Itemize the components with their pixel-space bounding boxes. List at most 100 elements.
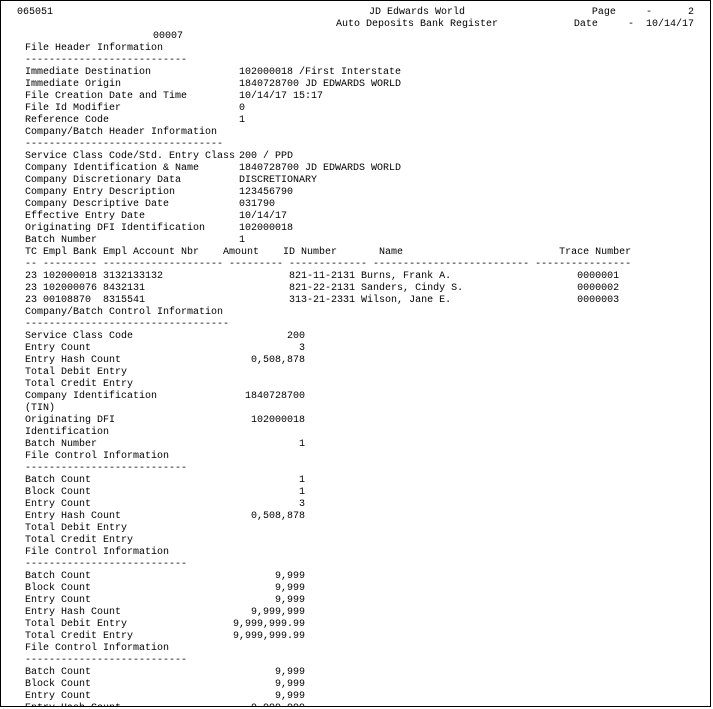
divider: --------------------------- xyxy=(17,655,694,667)
column-divider: -- --------- -------------------- ------… xyxy=(17,259,694,271)
scc-value: 200 / PPD xyxy=(239,151,694,163)
entry-count-value: 3 xyxy=(185,499,305,511)
report-id: 065051 xyxy=(17,7,277,19)
report-page: 065051 JD Edwards World Page - 2 Auto De… xyxy=(0,0,711,707)
section-company-header: Company/Batch Header Information xyxy=(17,127,694,139)
entry-count-label: Entry Count xyxy=(25,595,185,607)
batch-count-label: Batch Count xyxy=(25,571,185,583)
page-info: Page - 2 xyxy=(557,7,694,19)
batch-count-label: Batch Count xyxy=(25,475,185,487)
cotin-label: Company Identification (TIN) xyxy=(25,391,185,415)
tde-label: Total Debit Entry xyxy=(25,619,185,631)
entry-count-value: 9,999 xyxy=(185,691,305,703)
entry-hash-value: 9,999,999 xyxy=(185,703,305,707)
file-id-mod-value: 0 xyxy=(239,103,694,115)
imm-orig-value: 1840728700 JD EDWARDS WORLD xyxy=(239,79,694,91)
entry-count-label: Entry Count xyxy=(25,343,185,355)
eedate-value: 10/14/17 xyxy=(239,211,694,223)
block-count-label: Block Count xyxy=(25,487,185,499)
odfi2-value: 102000018 xyxy=(185,415,305,439)
ref-code-label: Reference Code xyxy=(25,115,239,127)
entry-hash-label: Entry Hash Count xyxy=(25,607,185,619)
cdate-label: Company Descriptive Date xyxy=(25,199,239,211)
entry-hash-label: Entry Hash Count xyxy=(25,703,185,707)
section-file-control: File Control Information xyxy=(17,547,694,559)
cotin-value: 1840728700 xyxy=(185,391,305,415)
tce-value xyxy=(185,379,305,391)
divider: --------------------------- xyxy=(17,559,694,571)
date-sep: - xyxy=(628,19,634,30)
entry-count-value: 3 xyxy=(185,343,305,355)
entry-hash-label: Entry Hash Count xyxy=(25,355,185,367)
data-row: 23 102000018 3132133132 821-11-2131 Burn… xyxy=(17,271,694,283)
ref-code-value: 1 xyxy=(239,115,694,127)
tde-value: 9,999,999.99 xyxy=(185,619,305,631)
batch-count-value: 9,999 xyxy=(185,571,305,583)
block-count-value: 9,999 xyxy=(185,679,305,691)
column-header: TC Empl Bank Empl Account Nbr Amount ID … xyxy=(17,247,694,259)
tde-label: Total Debit Entry xyxy=(25,367,185,379)
imm-dest-value: 102000018 /First Interstate xyxy=(239,67,694,79)
report-header: 065051 JD Edwards World Page - 2 xyxy=(17,7,694,19)
odi-label: Originating DFI Identification xyxy=(25,223,239,235)
batchno-value: 1 xyxy=(239,235,694,247)
page-sep: - xyxy=(646,7,652,18)
file-creation-value: 10/14/17 15:17 xyxy=(239,91,694,103)
report-header-2: Auto Deposits Bank Register Date - 10/14… xyxy=(17,19,694,31)
block-count-value: 1 xyxy=(185,487,305,499)
section-file-control: File Control Information xyxy=(17,451,694,463)
block-count-value: 9,999 xyxy=(185,583,305,595)
company-code: 00007 xyxy=(17,31,694,43)
divider: ---------------------------------- xyxy=(17,319,694,331)
batch-count-value: 1 xyxy=(185,475,305,487)
page-label: Page xyxy=(592,7,616,18)
tce-value xyxy=(185,535,305,547)
imm-dest-label: Immediate Destination xyxy=(25,67,239,79)
odi-value: 102000018 xyxy=(239,223,694,235)
block-count-label: Block Count xyxy=(25,583,185,595)
bn2-label: Batch Number xyxy=(25,439,185,451)
eedate-label: Effective Entry Date xyxy=(25,211,239,223)
section-file-header: File Header Information xyxy=(17,43,694,55)
tce-label: Total Credit Entry xyxy=(25,379,185,391)
tde-label: Total Debit Entry xyxy=(25,523,185,535)
section-company-control: Company/Batch Control Information xyxy=(17,307,694,319)
divider: --------------------------------- xyxy=(17,139,694,151)
file-id-mod-label: File Id Modifier xyxy=(25,103,239,115)
tde-value xyxy=(185,367,305,379)
odfi2-label: Originating DFI Identification xyxy=(25,415,185,439)
imm-orig-label: Immediate Origin xyxy=(25,79,239,91)
data-row: 23 102000076 8432131 821-22-2131 Sanders… xyxy=(17,283,694,295)
divider: --------------------------- xyxy=(17,463,694,475)
page-number: 2 xyxy=(688,7,694,18)
entry-hash-value: 0,508,878 xyxy=(185,355,305,367)
ced-label: Company Entry Description xyxy=(25,187,239,199)
tce-label: Total Credit Entry xyxy=(25,631,185,643)
scc-label: Service Class Code/Std. Entry Class xyxy=(25,151,239,163)
date-info: Date - 10/14/17 xyxy=(557,19,694,31)
section-file-control: File Control Information xyxy=(17,643,694,655)
tce-value: 9,999,999.99 xyxy=(185,631,305,643)
batchno-label: Batch Number xyxy=(25,235,239,247)
ced-value: 123456790 xyxy=(239,187,694,199)
tde-value xyxy=(185,523,305,535)
cdd-value: DISCRETIONARY xyxy=(239,175,694,187)
block-count-label: Block Count xyxy=(25,679,185,691)
svc-class-label: Service Class Code xyxy=(25,331,185,343)
data-row: 23 00108870 8315541 313-21-2331 Wilson, … xyxy=(17,295,694,307)
tce-label: Total Credit Entry xyxy=(25,535,185,547)
date-label: Date xyxy=(574,19,598,30)
cdate-value: 031790 xyxy=(239,199,694,211)
batch-count-value: 9,999 xyxy=(185,667,305,679)
batch-count-label: Batch Count xyxy=(25,667,185,679)
report-title-2: Auto Deposits Bank Register xyxy=(277,19,557,31)
svc-class-value: 200 xyxy=(185,331,305,343)
report-title-1: JD Edwards World xyxy=(277,7,557,19)
cin-value: 1840728700 JD EDWARDS WORLD xyxy=(239,163,694,175)
cdd-label: Company Discretionary Data xyxy=(25,175,239,187)
report-date: 10/14/17 xyxy=(646,19,694,30)
divider: --------------------------- xyxy=(17,55,694,67)
bn2-value: 1 xyxy=(185,439,305,451)
entry-hash-label: Entry Hash Count xyxy=(25,511,185,523)
file-creation-label: File Creation Date and Time xyxy=(25,91,239,103)
